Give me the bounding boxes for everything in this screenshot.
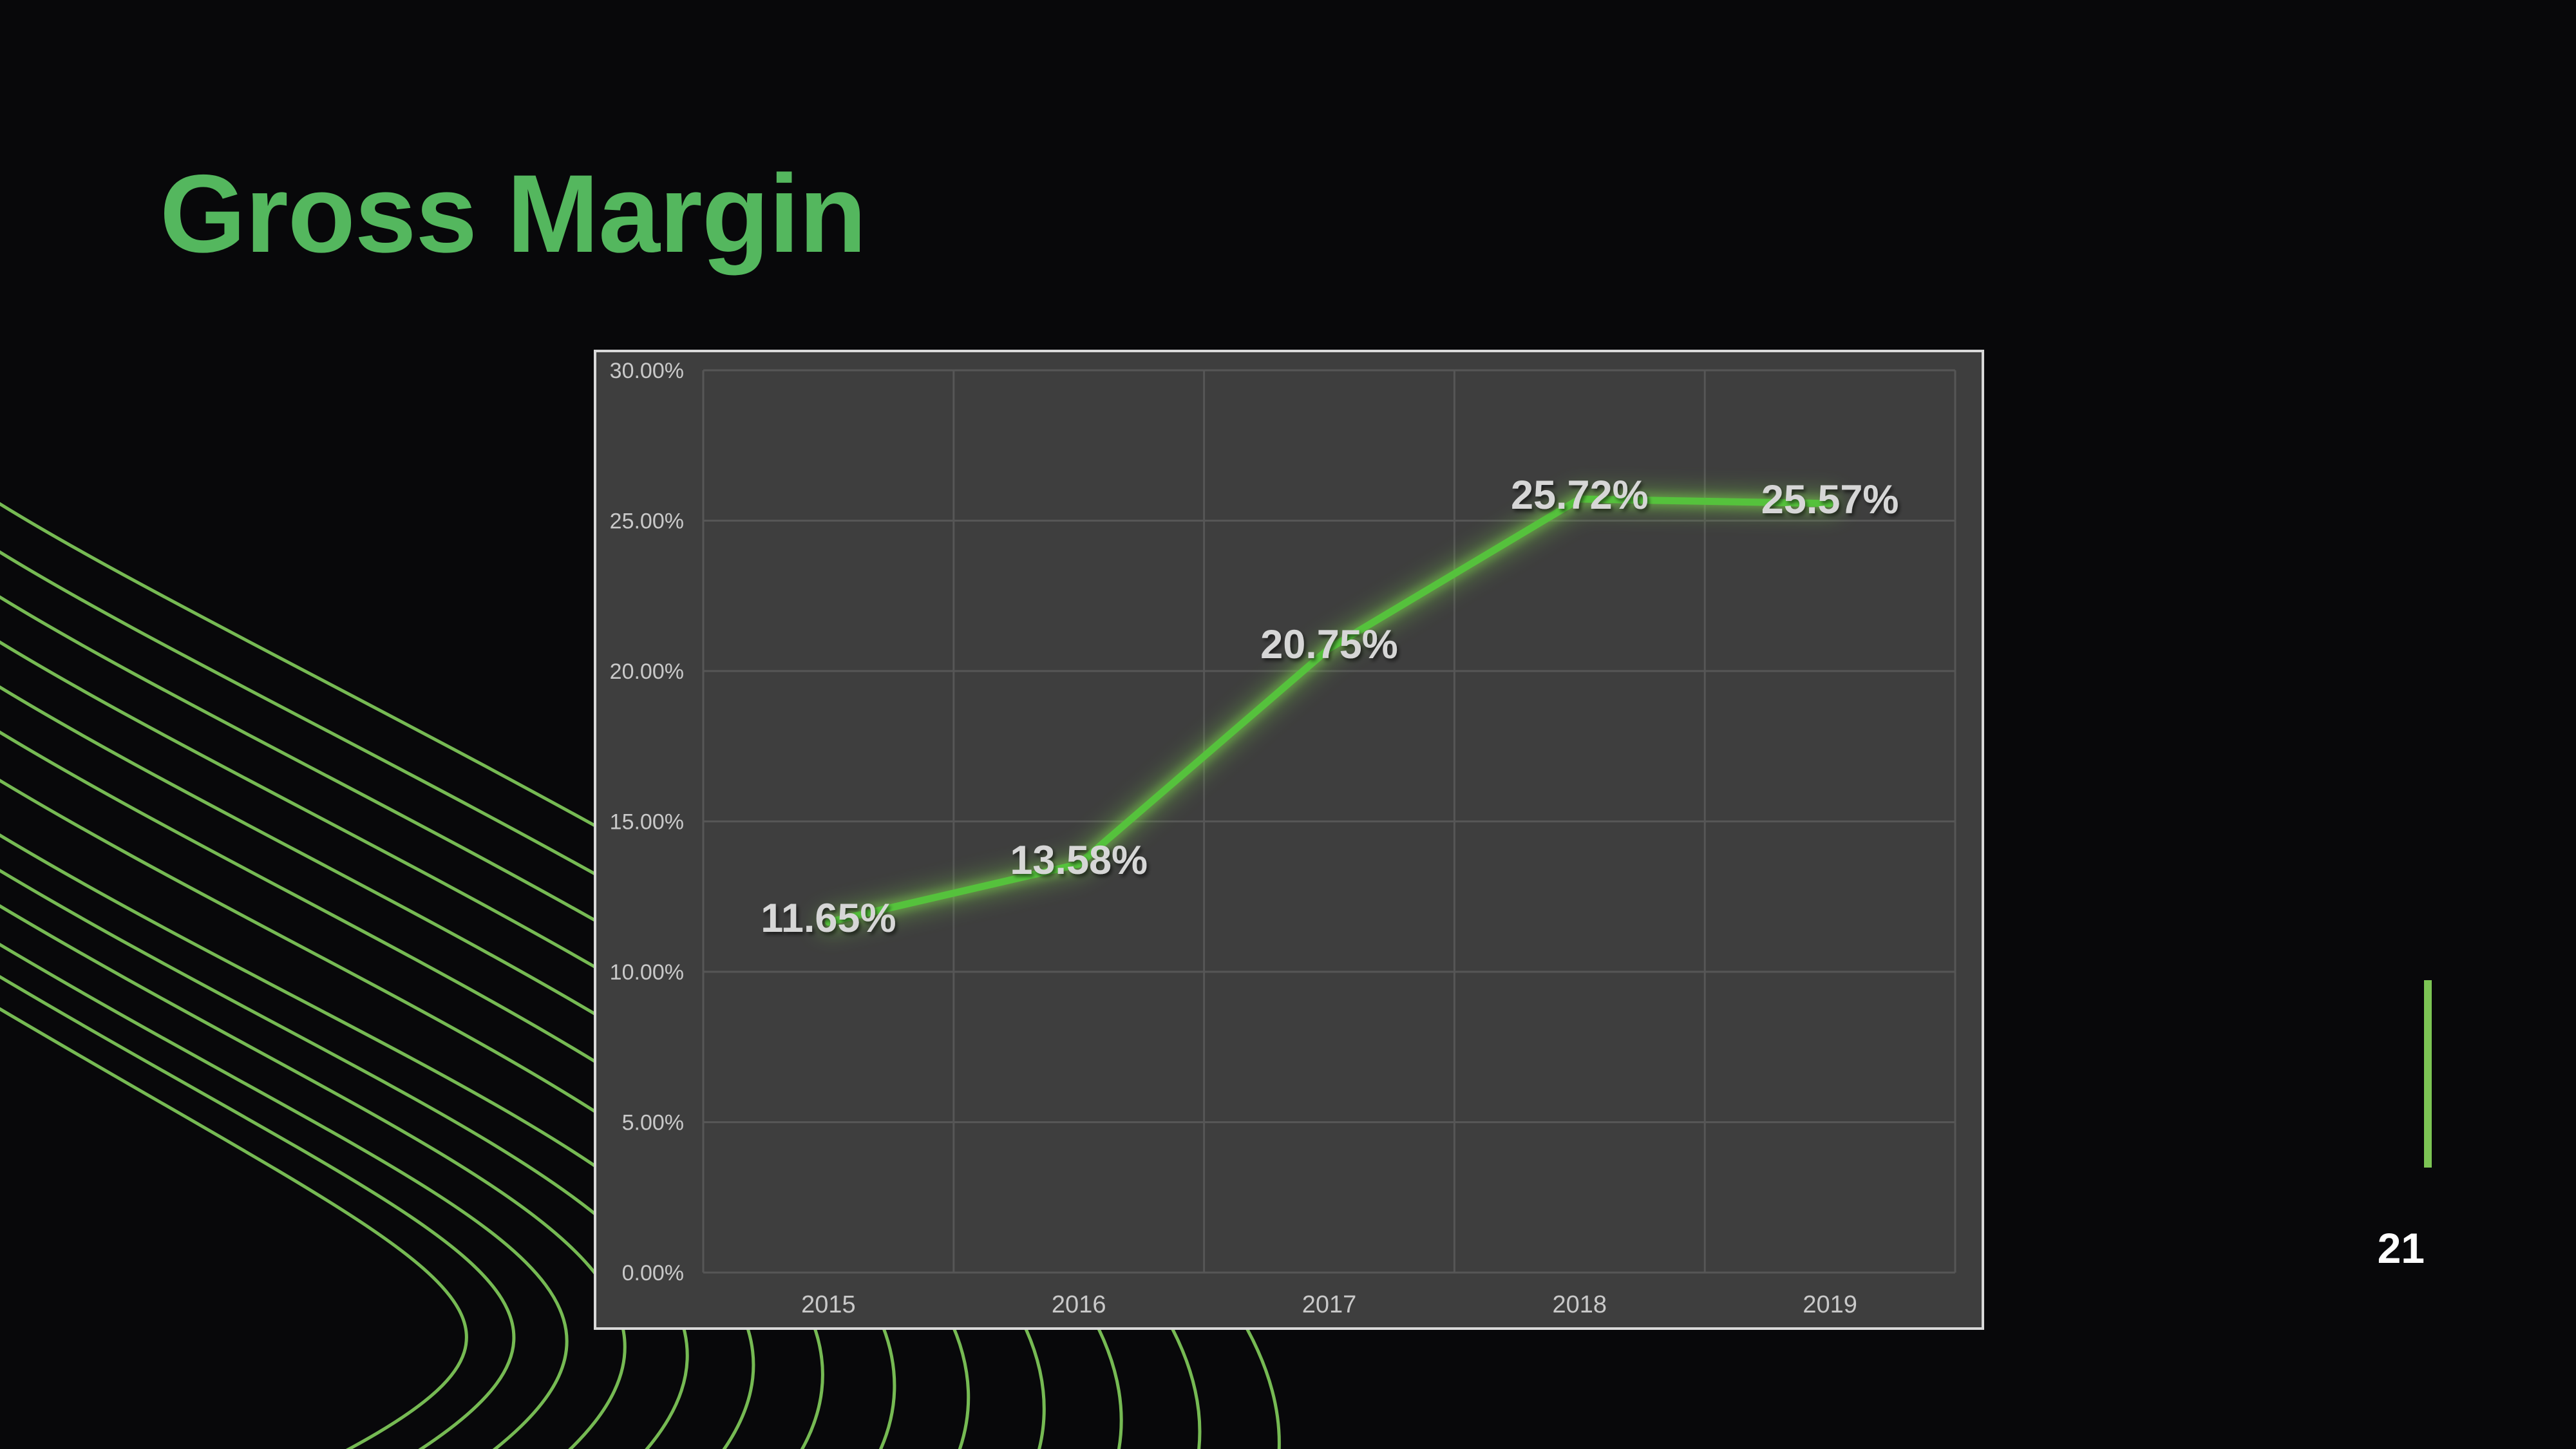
data-point-label: 11.65% (761, 896, 896, 941)
x-axis-tick-label: 2015 (801, 1291, 856, 1318)
x-axis-tick-label: 2016 (1052, 1291, 1106, 1318)
gross-margin-chart-panel: 0.00% 5.00% 10.00% 15.00% 20.00% 25.00% 30.00%… (594, 350, 1984, 1330)
data-point-label: 25.72% (1511, 473, 1649, 518)
data-point-label: 13.58% (1010, 838, 1148, 883)
series-line-glow-inner (822, 492, 1837, 929)
slide-title: Gross Margin (160, 152, 867, 276)
y-axis-tick-label: 20.00% (610, 659, 684, 684)
y-axis-tick-label: 5.00% (622, 1111, 684, 1135)
x-axis-tick-label: 2019 (1803, 1291, 1857, 1318)
y-axis-tick-label: 30.00% (610, 359, 684, 383)
series-line (824, 495, 1834, 926)
x-axis-tick-label: 2018 (1553, 1291, 1607, 1318)
y-axis-tick-label: 25.00% (610, 509, 684, 534)
page-marker-line (2424, 980, 2432, 1168)
y-axis-tick-label: 15.00% (610, 810, 684, 835)
data-point-label: 20.75% (1260, 622, 1398, 667)
series-line-glow (815, 486, 1843, 935)
x-axis-tick-label: 2017 (1302, 1291, 1357, 1318)
y-axis-tick-label: 10.00% (610, 960, 684, 985)
gross-margin-line-chart: 0.00% 5.00% 10.00% 15.00% 20.00% 25.00% 30.00%… (610, 359, 1956, 1318)
y-axis-tick-label: 0.00% (622, 1261, 684, 1285)
data-point-label: 25.57% (1761, 477, 1899, 522)
page-number: 21 (2377, 1224, 2425, 1272)
